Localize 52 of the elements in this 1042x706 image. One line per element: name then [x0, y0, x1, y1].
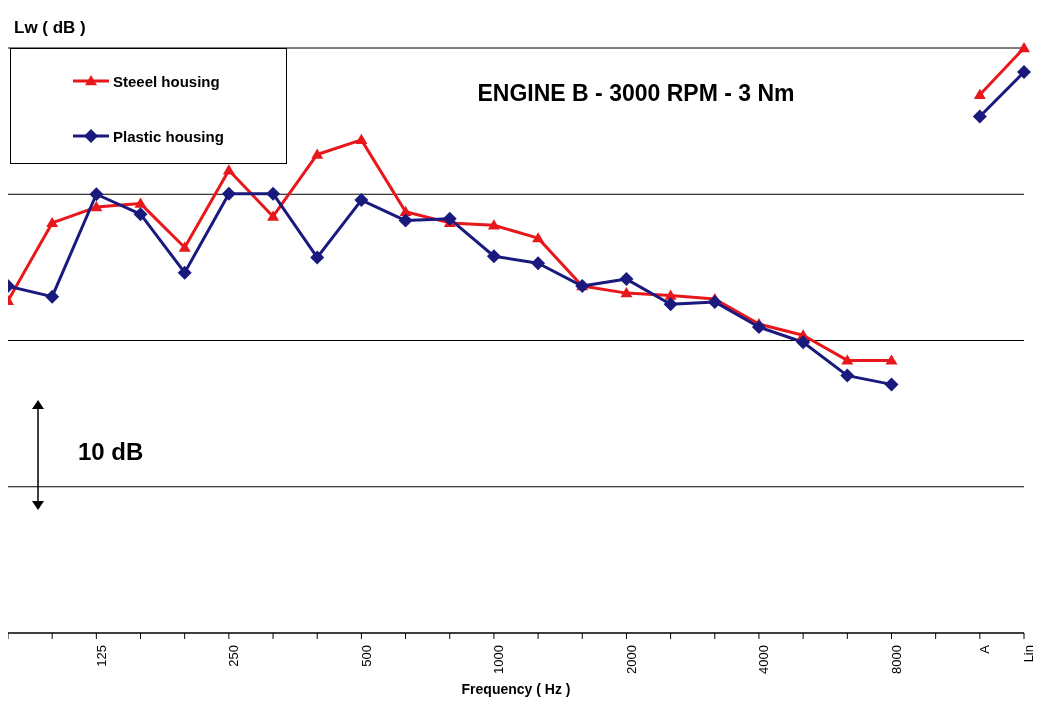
point — [620, 287, 633, 298]
point — [267, 210, 280, 221]
point — [707, 294, 722, 309]
annotation: 10 dB — [78, 438, 144, 466]
point — [796, 335, 811, 350]
point — [486, 249, 501, 264]
point — [442, 211, 457, 226]
x-axis-title: Frequency ( Hz ) — [461, 681, 571, 697]
x-tick-label: 250 — [226, 645, 242, 667]
point — [222, 164, 235, 175]
x-tick-label: A — [977, 644, 993, 654]
point — [311, 148, 324, 159]
point — [90, 201, 103, 212]
text: ENGINE B - 3000 RPM - 3 Nm — [476, 80, 796, 107]
point — [45, 289, 60, 304]
point — [884, 377, 899, 392]
point — [89, 187, 104, 202]
point — [840, 368, 855, 383]
point — [177, 265, 192, 280]
point — [354, 193, 369, 208]
point — [972, 109, 987, 124]
point — [487, 219, 500, 230]
point — [751, 320, 766, 335]
point — [266, 186, 281, 201]
point — [1018, 42, 1030, 53]
point — [310, 250, 325, 265]
legend-label: Plastic housing — [113, 127, 224, 145]
point — [663, 297, 678, 312]
point — [841, 354, 854, 365]
x-tick-label: 500 — [358, 645, 374, 667]
point — [399, 205, 412, 216]
x-tick-label: 4000 — [756, 645, 772, 674]
point — [355, 133, 368, 145]
legend-label: Steeel housing — [113, 72, 220, 90]
point — [885, 354, 898, 365]
point — [133, 207, 148, 222]
x-tick-label: Lin — [1021, 645, 1037, 663]
point — [134, 197, 147, 208]
point — [221, 186, 236, 201]
point — [973, 88, 986, 99]
x-tick-label: 8000 — [888, 645, 904, 674]
point — [532, 232, 545, 243]
x-tick-label: 1000 — [491, 645, 507, 674]
point — [178, 241, 191, 252]
point — [531, 256, 546, 271]
text: Lw ( dB ) — [14, 18, 86, 38]
point — [46, 216, 59, 228]
x-tick-label: 2000 — [623, 645, 639, 674]
point — [398, 213, 413, 228]
point — [619, 272, 634, 287]
point — [1017, 64, 1031, 79]
x-tick-label: 125 — [93, 645, 109, 667]
